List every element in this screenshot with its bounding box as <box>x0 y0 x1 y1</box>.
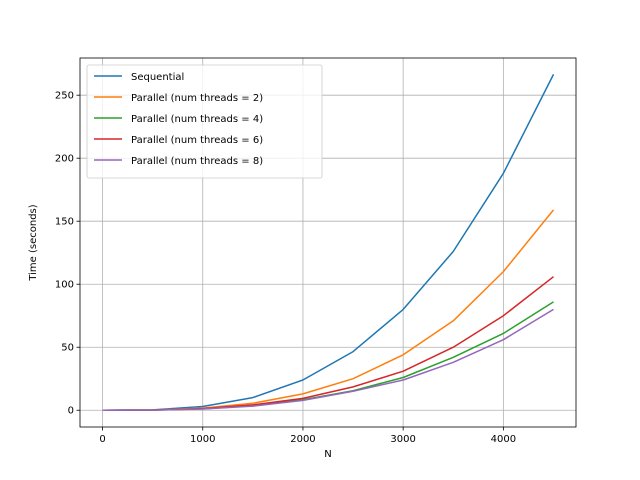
y-axis: 0 50 100 150 200 250 <box>55 91 80 417</box>
x-axis: 0 1000 2000 3000 4000 <box>99 427 516 445</box>
x-tick-label: 1000 <box>190 434 215 445</box>
legend-label: Parallel (num threads = 2) <box>131 93 263 104</box>
y-tick-label: 50 <box>61 343 74 354</box>
legend-box <box>86 64 323 179</box>
series-line <box>102 74 555 411</box>
y-tick-label: 0 <box>68 406 74 417</box>
legend-label: Parallel (num threads = 8) <box>131 156 263 167</box>
x-tick-label: 0 <box>99 434 105 445</box>
y-tick-label: 150 <box>55 217 74 228</box>
legend-label: Sequential <box>131 72 184 83</box>
y-tick-label: 100 <box>55 280 74 291</box>
series-line <box>102 308 554 411</box>
legend: Sequential Parallel (num threads = 2) Para… <box>86 64 323 179</box>
y-tick-label: 200 <box>55 154 74 165</box>
x-tick-label: 2000 <box>290 434 315 445</box>
x-axis-label: N <box>324 449 331 460</box>
x-tick-label: 4000 <box>491 434 516 445</box>
y-axis-label: Time (seconds) <box>28 204 39 281</box>
series-layer <box>102 74 555 411</box>
x-tick-label: 3000 <box>390 434 415 445</box>
y-tick-label: 250 <box>55 91 74 102</box>
plot-frame <box>79 57 577 428</box>
legend-label: Parallel (num threads = 6) <box>131 135 263 146</box>
legend-label: Parallel (num threads = 4) <box>131 114 263 125</box>
